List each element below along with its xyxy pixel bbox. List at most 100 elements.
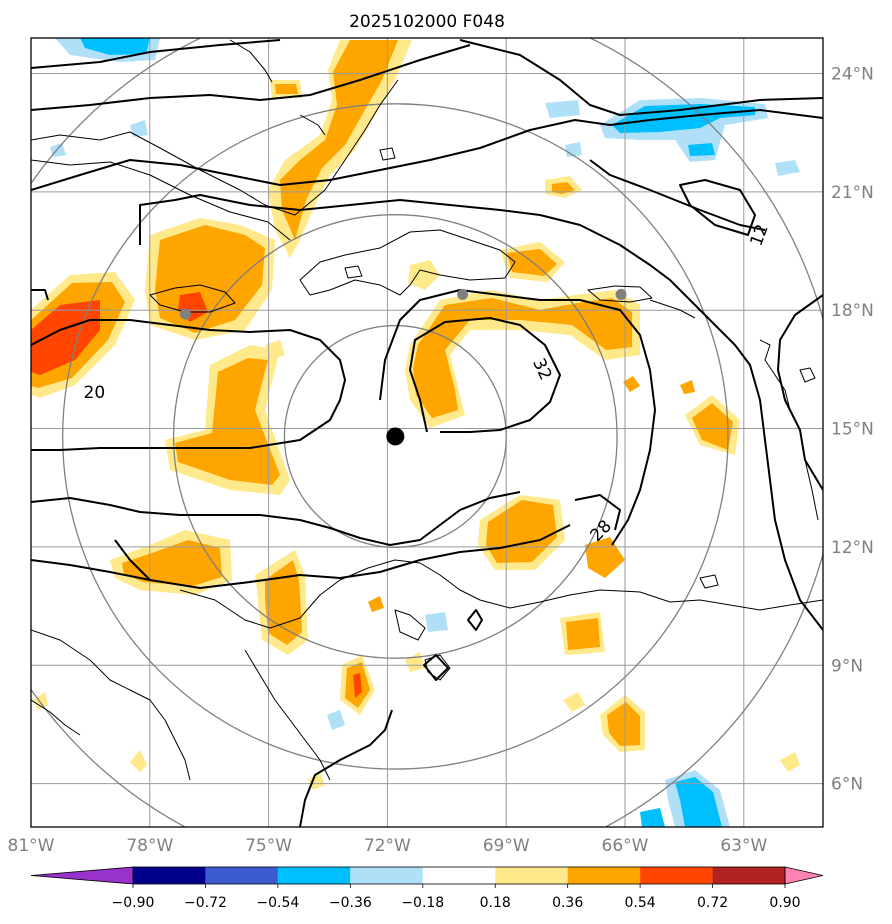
marker-2	[457, 288, 469, 300]
shade-patch-dot-se	[780, 752, 800, 772]
coast-cuba-south	[31, 159, 291, 241]
shade-patch-orange-east-dot	[552, 182, 575, 194]
contour-20	[31, 319, 346, 451]
shade-patch-dot-w	[33, 692, 48, 710]
coast-trinidad	[699, 574, 719, 589]
colorbar-label-7: 0.54	[625, 895, 656, 911]
shade-patch-blue-small-8	[640, 808, 665, 827]
colorbar-label-5: 0.18	[480, 895, 511, 911]
shade-patch-south-dot	[368, 596, 384, 612]
colorbar-label-1: −0.72	[184, 895, 227, 911]
coast-east-islands	[649, 299, 696, 319]
map-frame	[30, 37, 824, 828]
chart-title: 2025102000 F048	[349, 12, 505, 32]
shade-patch-top-orange	[275, 84, 298, 94]
shade-patch-blue-small-2	[425, 612, 448, 632]
coast-colombia-inner	[244, 649, 331, 781]
marker-1	[179, 308, 191, 320]
shade-patch-hisp-small	[408, 260, 440, 290]
lon-label-1: 78°W	[126, 836, 173, 856]
colorbar-bin-1	[133, 867, 206, 884]
colorbar-bin-4	[350, 867, 423, 884]
shade-patch-dot-e	[623, 376, 640, 392]
range-ring-2	[172, 214, 618, 659]
longitude-labels: 81°W 78°W 75°W 72°W 69°W 66°W 63°W	[8, 836, 768, 856]
contour-mid-upper	[31, 109, 823, 191]
colorbar-frame	[132, 866, 786, 885]
shade-patch-small-yellow-6	[308, 772, 325, 790]
shade-patch-small-yellow-5	[563, 692, 585, 712]
shade-patch-dot-sw	[130, 750, 147, 772]
lon-label-4: 69°W	[483, 836, 530, 856]
contour-inner-south	[31, 524, 571, 589]
shade-patch-sa-mountains-peak	[353, 673, 362, 698]
shade-patch-blue-small-5	[775, 160, 800, 176]
contours	[31, 39, 823, 827]
colorbar-label-2: −0.54	[256, 895, 299, 911]
lat-label-1: 9°N	[831, 656, 863, 676]
contour-outer-wave	[139, 194, 823, 631]
lon-label-5: 66°W	[602, 836, 649, 856]
contour-upper-left	[31, 39, 281, 69]
lon-label-3: 72°W	[364, 836, 411, 856]
shade-patch-west-peak	[31, 300, 100, 375]
shade-patch-colombia-core	[265, 560, 302, 645]
shade-patch-south-west-core	[122, 540, 222, 586]
colorbar-label-0: −0.90	[112, 895, 155, 911]
contour-east-loop	[679, 179, 756, 236]
location-markers	[179, 288, 627, 446]
coast-cuba	[31, 79, 399, 216]
shade-patch-cuba-east-core	[280, 40, 398, 240]
shade-patch-blue-small-1	[545, 100, 580, 118]
coast-small-3	[344, 265, 363, 279]
coastlines	[31, 39, 823, 781]
contour-far-east	[777, 294, 823, 491]
contour-diamond-1	[467, 609, 483, 631]
map-background	[31, 38, 823, 827]
contour-12-east	[589, 159, 766, 231]
shade-patch-blue-top-left-core	[80, 38, 150, 55]
contour-12	[459, 39, 823, 116]
colorbar-bin-6	[495, 867, 568, 884]
shade-patch-small-2-core	[566, 618, 600, 650]
contour-far-south	[299, 709, 393, 827]
shade-patch-central-core	[175, 358, 280, 485]
shaded-field	[31, 38, 800, 827]
colorbar-labels: −0.90 −0.72 −0.54 −0.36 −0.18 0.18 0.36 0.54 0.7…	[112, 884, 801, 911]
contour-south-wave	[114, 539, 151, 581]
lat-label-3: 15°N	[831, 420, 874, 440]
colorbar-bin-8	[640, 867, 713, 884]
colorbar-label-4: −0.18	[401, 895, 444, 911]
colorbar-label-9: 0.90	[769, 895, 800, 911]
coast-bahamas-1	[229, 39, 273, 83]
colorbar-bin-5	[422, 867, 496, 884]
contour-diamond-2	[423, 654, 449, 681]
colorbar-extend-high	[784, 866, 824, 885]
colorbar-bin-2	[205, 867, 278, 884]
colorbar-bin-3	[277, 867, 351, 884]
lat-label-5: 21°N	[831, 183, 874, 203]
contour-east-right	[574, 494, 621, 531]
coast-bahamas-2	[299, 114, 326, 136]
colorbar	[30, 866, 824, 885]
shade-patch-dot-e2	[680, 380, 695, 394]
shade-patch-storm-arc-core	[413, 298, 632, 418]
coast-jamaica	[149, 284, 236, 313]
colorbar-label-8: 0.72	[697, 895, 728, 911]
colorbar-label-6: 0.36	[552, 895, 583, 911]
marker-3	[615, 288, 627, 300]
shade-patch-small-yellow-7	[265, 340, 285, 360]
coast-puerto-rico	[587, 285, 653, 303]
shade-patch-blue-se-core	[675, 777, 722, 827]
lon-label-6: 63°W	[720, 836, 767, 856]
lat-label-2: 12°N	[831, 538, 874, 558]
coast-colombia-west	[31, 629, 191, 781]
contour-west-loop	[31, 289, 49, 301]
range-ring-3	[62, 103, 729, 770]
lon-label-0: 81°W	[8, 836, 55, 856]
coast-panama	[31, 699, 81, 736]
coast-small-2	[379, 147, 396, 161]
shade-patch-blue-ne-core	[612, 104, 755, 133]
coast-small-1	[799, 367, 816, 383]
